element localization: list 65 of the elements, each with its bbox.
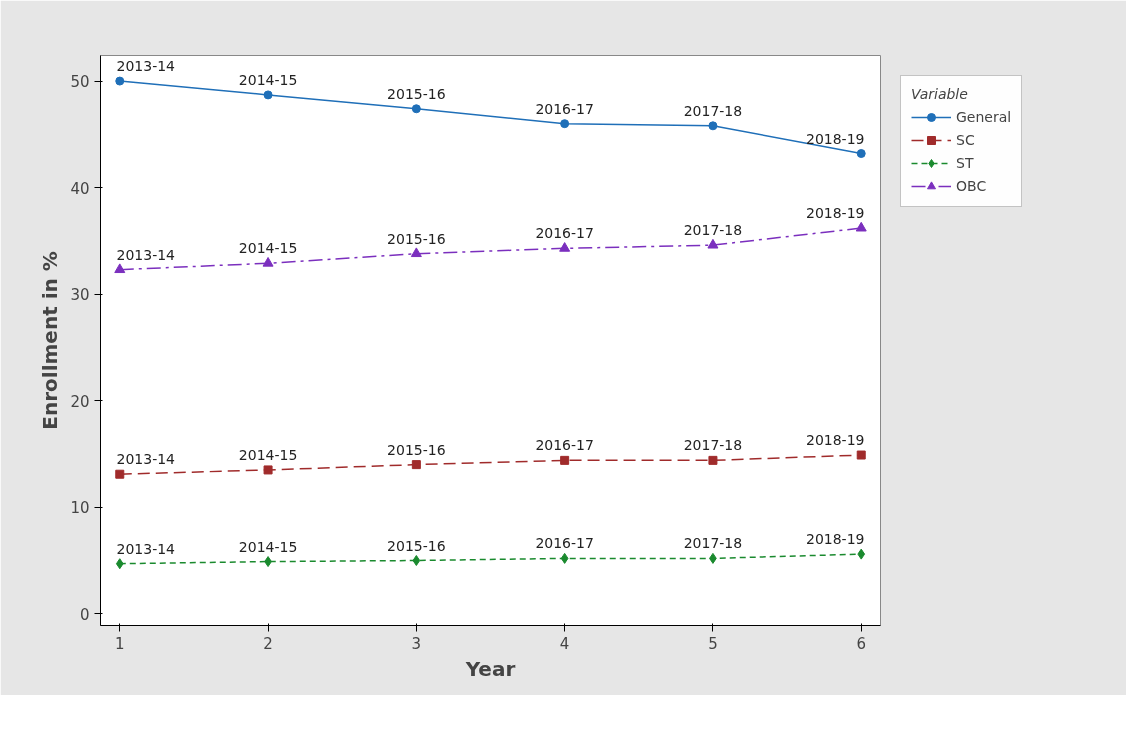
annotation: 2017-18 (683, 102, 743, 119)
y-tick-label: 30 (70, 286, 90, 305)
annotation: 2018-19 (805, 205, 865, 222)
point (707, 238, 719, 249)
y-tick-label: 0 (79, 605, 90, 624)
point (855, 221, 867, 232)
annotation: 2016-17 (535, 225, 594, 242)
point (114, 263, 126, 274)
legend-label: OBC (956, 178, 987, 194)
y-tick-label: 40 (70, 179, 90, 198)
annotation: 2018-19 (805, 432, 865, 449)
point (263, 90, 273, 100)
point (412, 555, 421, 567)
legend-label: SC (956, 132, 976, 148)
point (560, 455, 570, 465)
annotation: 2013-14 (116, 540, 176, 557)
x-tick-label: 4 (559, 634, 570, 653)
point (856, 450, 866, 460)
legend-title: Variable (911, 86, 969, 102)
annotation: 2014-15 (238, 446, 298, 463)
annotation: 2016-17 (535, 100, 594, 117)
point (708, 455, 718, 465)
x-tick-label: 6 (856, 634, 866, 653)
annotation: 2017-18 (683, 535, 743, 552)
annotation: 2015-16 (387, 85, 446, 102)
annotation: 2017-18 (683, 437, 743, 454)
annotation: 2013-14 (116, 451, 176, 468)
x-tick-label: 5 (708, 634, 718, 653)
point (559, 242, 571, 252)
point (410, 247, 422, 258)
point (411, 104, 421, 114)
x-tick-label: 3 (411, 634, 422, 653)
x-axis-title: Year (464, 656, 516, 681)
y-axis-title: Enrollment in % (38, 251, 63, 430)
annotation: 2013-14 (116, 58, 176, 75)
point (560, 119, 570, 129)
y-tick-label: 10 (70, 499, 90, 518)
point (411, 460, 421, 470)
point (115, 469, 125, 479)
point (857, 548, 866, 560)
annotation: 2015-16 (387, 230, 446, 247)
annotation: 2014-15 (238, 71, 298, 88)
y-tick-label: 50 (70, 73, 90, 92)
annotation: 2018-19 (805, 531, 865, 548)
point (115, 76, 125, 86)
x-tick-label: 1 (115, 634, 125, 653)
annotation: 2014-15 (238, 538, 298, 555)
legend-label: ST (956, 155, 975, 171)
point (708, 121, 718, 131)
point (856, 149, 866, 159)
annotation: 2016-17 (535, 535, 594, 552)
annotation: 2015-16 (387, 537, 446, 554)
annotation: 2014-15 (238, 240, 298, 257)
annotation: 2015-16 (387, 441, 446, 458)
y-tick-label: 20 (70, 392, 90, 411)
annotation: 2018-19 (805, 130, 865, 147)
point (560, 552, 569, 564)
point (263, 465, 273, 475)
legend-label: General (956, 109, 1012, 125)
point (262, 256, 274, 267)
x-tick-label: 2 (263, 634, 273, 653)
annotation: 2017-18 (683, 222, 743, 239)
annotation: 2013-14 (116, 246, 176, 263)
point (115, 558, 124, 570)
annotation: 2016-17 (535, 437, 594, 454)
